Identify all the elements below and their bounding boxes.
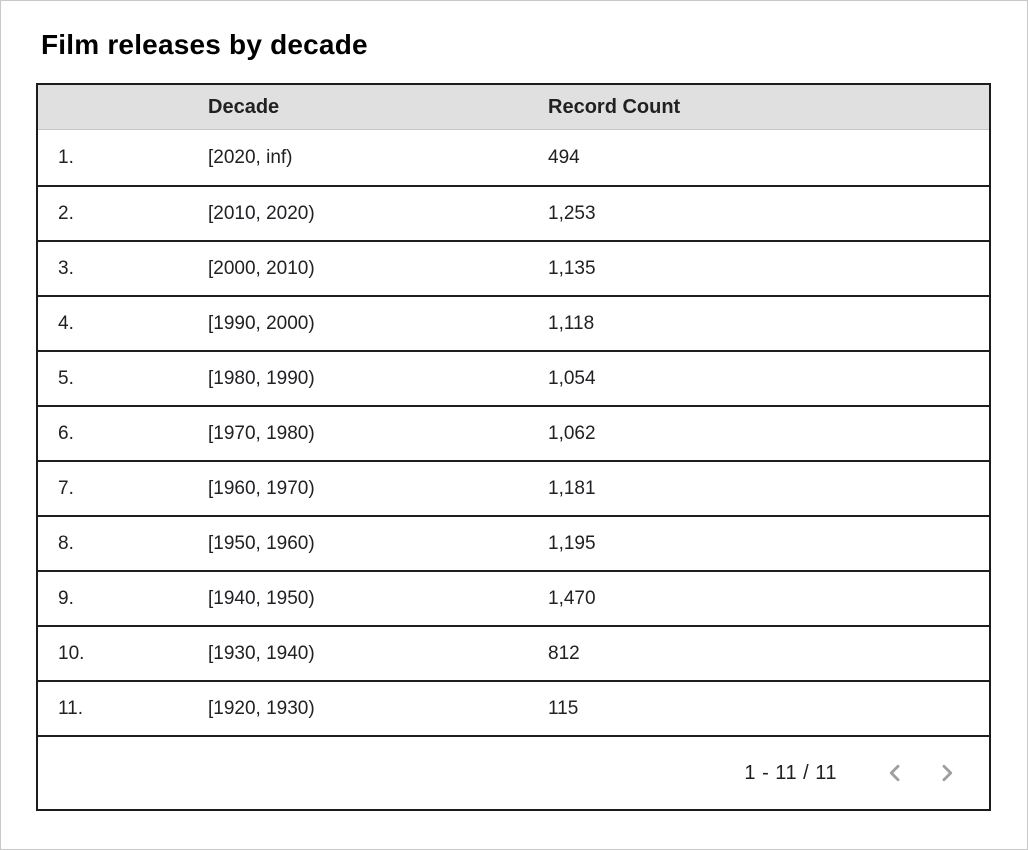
table-row: 4. [1990, 2000) 1,118 — [38, 295, 989, 350]
table-row: 10. [1930, 1940) 812 — [38, 625, 989, 680]
table-row: 8. [1950, 1960) 1,195 — [38, 515, 989, 570]
table-row: 9. [1940, 1950) 1,470 — [38, 570, 989, 625]
column-header-decade[interactable]: Decade — [208, 95, 280, 118]
cell-decade: [1960, 1970) — [208, 477, 315, 499]
table-footer: 1 - 11 / 11 — [38, 735, 989, 809]
table-row: 2. [2010, 2020) 1,253 — [38, 185, 989, 240]
column-header-record-count[interactable]: Record Count — [548, 95, 681, 118]
table-row: 5. [1980, 1990) 1,054 — [38, 350, 989, 405]
cell-record-count: 1,253 — [548, 202, 596, 224]
table-row: 1. [2020, inf) 494 — [38, 130, 989, 185]
pagination-range-label: 1 - 11 / 11 — [744, 761, 837, 784]
chevron-right-icon — [933, 759, 961, 787]
cell-decade: [2010, 2020) — [208, 202, 315, 224]
cell-record-count: 1,181 — [548, 477, 596, 499]
table-header-row: Decade Record Count — [38, 85, 989, 130]
table-row: 3. [2000, 2010) 1,135 — [38, 240, 989, 295]
row-index: 7. — [58, 477, 74, 499]
chevron-left-icon — [881, 759, 909, 787]
cell-decade: [2000, 2010) — [208, 257, 315, 279]
page-title: Film releases by decade — [41, 29, 368, 60]
cell-decade: [1940, 1950) — [208, 587, 315, 609]
cell-decade: [2020, inf) — [208, 146, 293, 168]
cell-decade: [1950, 1960) — [208, 532, 315, 554]
cell-decade: [1980, 1990) — [208, 367, 315, 389]
row-index: 1. — [58, 146, 74, 168]
cell-record-count: 1,062 — [548, 422, 596, 444]
pagination-next-button[interactable] — [927, 753, 967, 793]
cell-decade: [1970, 1980) — [208, 422, 315, 444]
table-chart: Decade Record Count 1. [2020, inf) 494 2… — [36, 83, 991, 811]
row-index: 6. — [58, 422, 74, 444]
row-index: 11. — [58, 697, 84, 719]
row-index: 5. — [58, 367, 74, 389]
cell-decade: [1990, 2000) — [208, 312, 315, 334]
cell-record-count: 1,135 — [548, 257, 596, 279]
cell-record-count: 494 — [548, 146, 580, 168]
row-index: 4. — [58, 312, 74, 334]
cell-decade: [1920, 1930) — [208, 697, 315, 719]
table-row: 6. [1970, 1980) 1,062 — [38, 405, 989, 460]
cell-record-count: 812 — [548, 642, 580, 664]
row-index: 10. — [58, 642, 85, 664]
cell-record-count: 1,195 — [548, 532, 596, 554]
table-row: 11. [1920, 1930) 115 — [38, 680, 989, 735]
cell-record-count: 115 — [548, 697, 579, 719]
cell-record-count: 1,470 — [548, 587, 596, 609]
row-index: 3. — [58, 257, 74, 279]
cell-record-count: 1,118 — [548, 312, 595, 334]
row-index: 2. — [58, 202, 74, 224]
cell-record-count: 1,054 — [548, 367, 596, 389]
table-row: 7. [1960, 1970) 1,181 — [38, 460, 989, 515]
pagination-prev-button[interactable] — [875, 753, 915, 793]
row-index: 8. — [58, 532, 74, 554]
cell-decade: [1930, 1940) — [208, 642, 315, 664]
row-index: 9. — [58, 587, 74, 609]
